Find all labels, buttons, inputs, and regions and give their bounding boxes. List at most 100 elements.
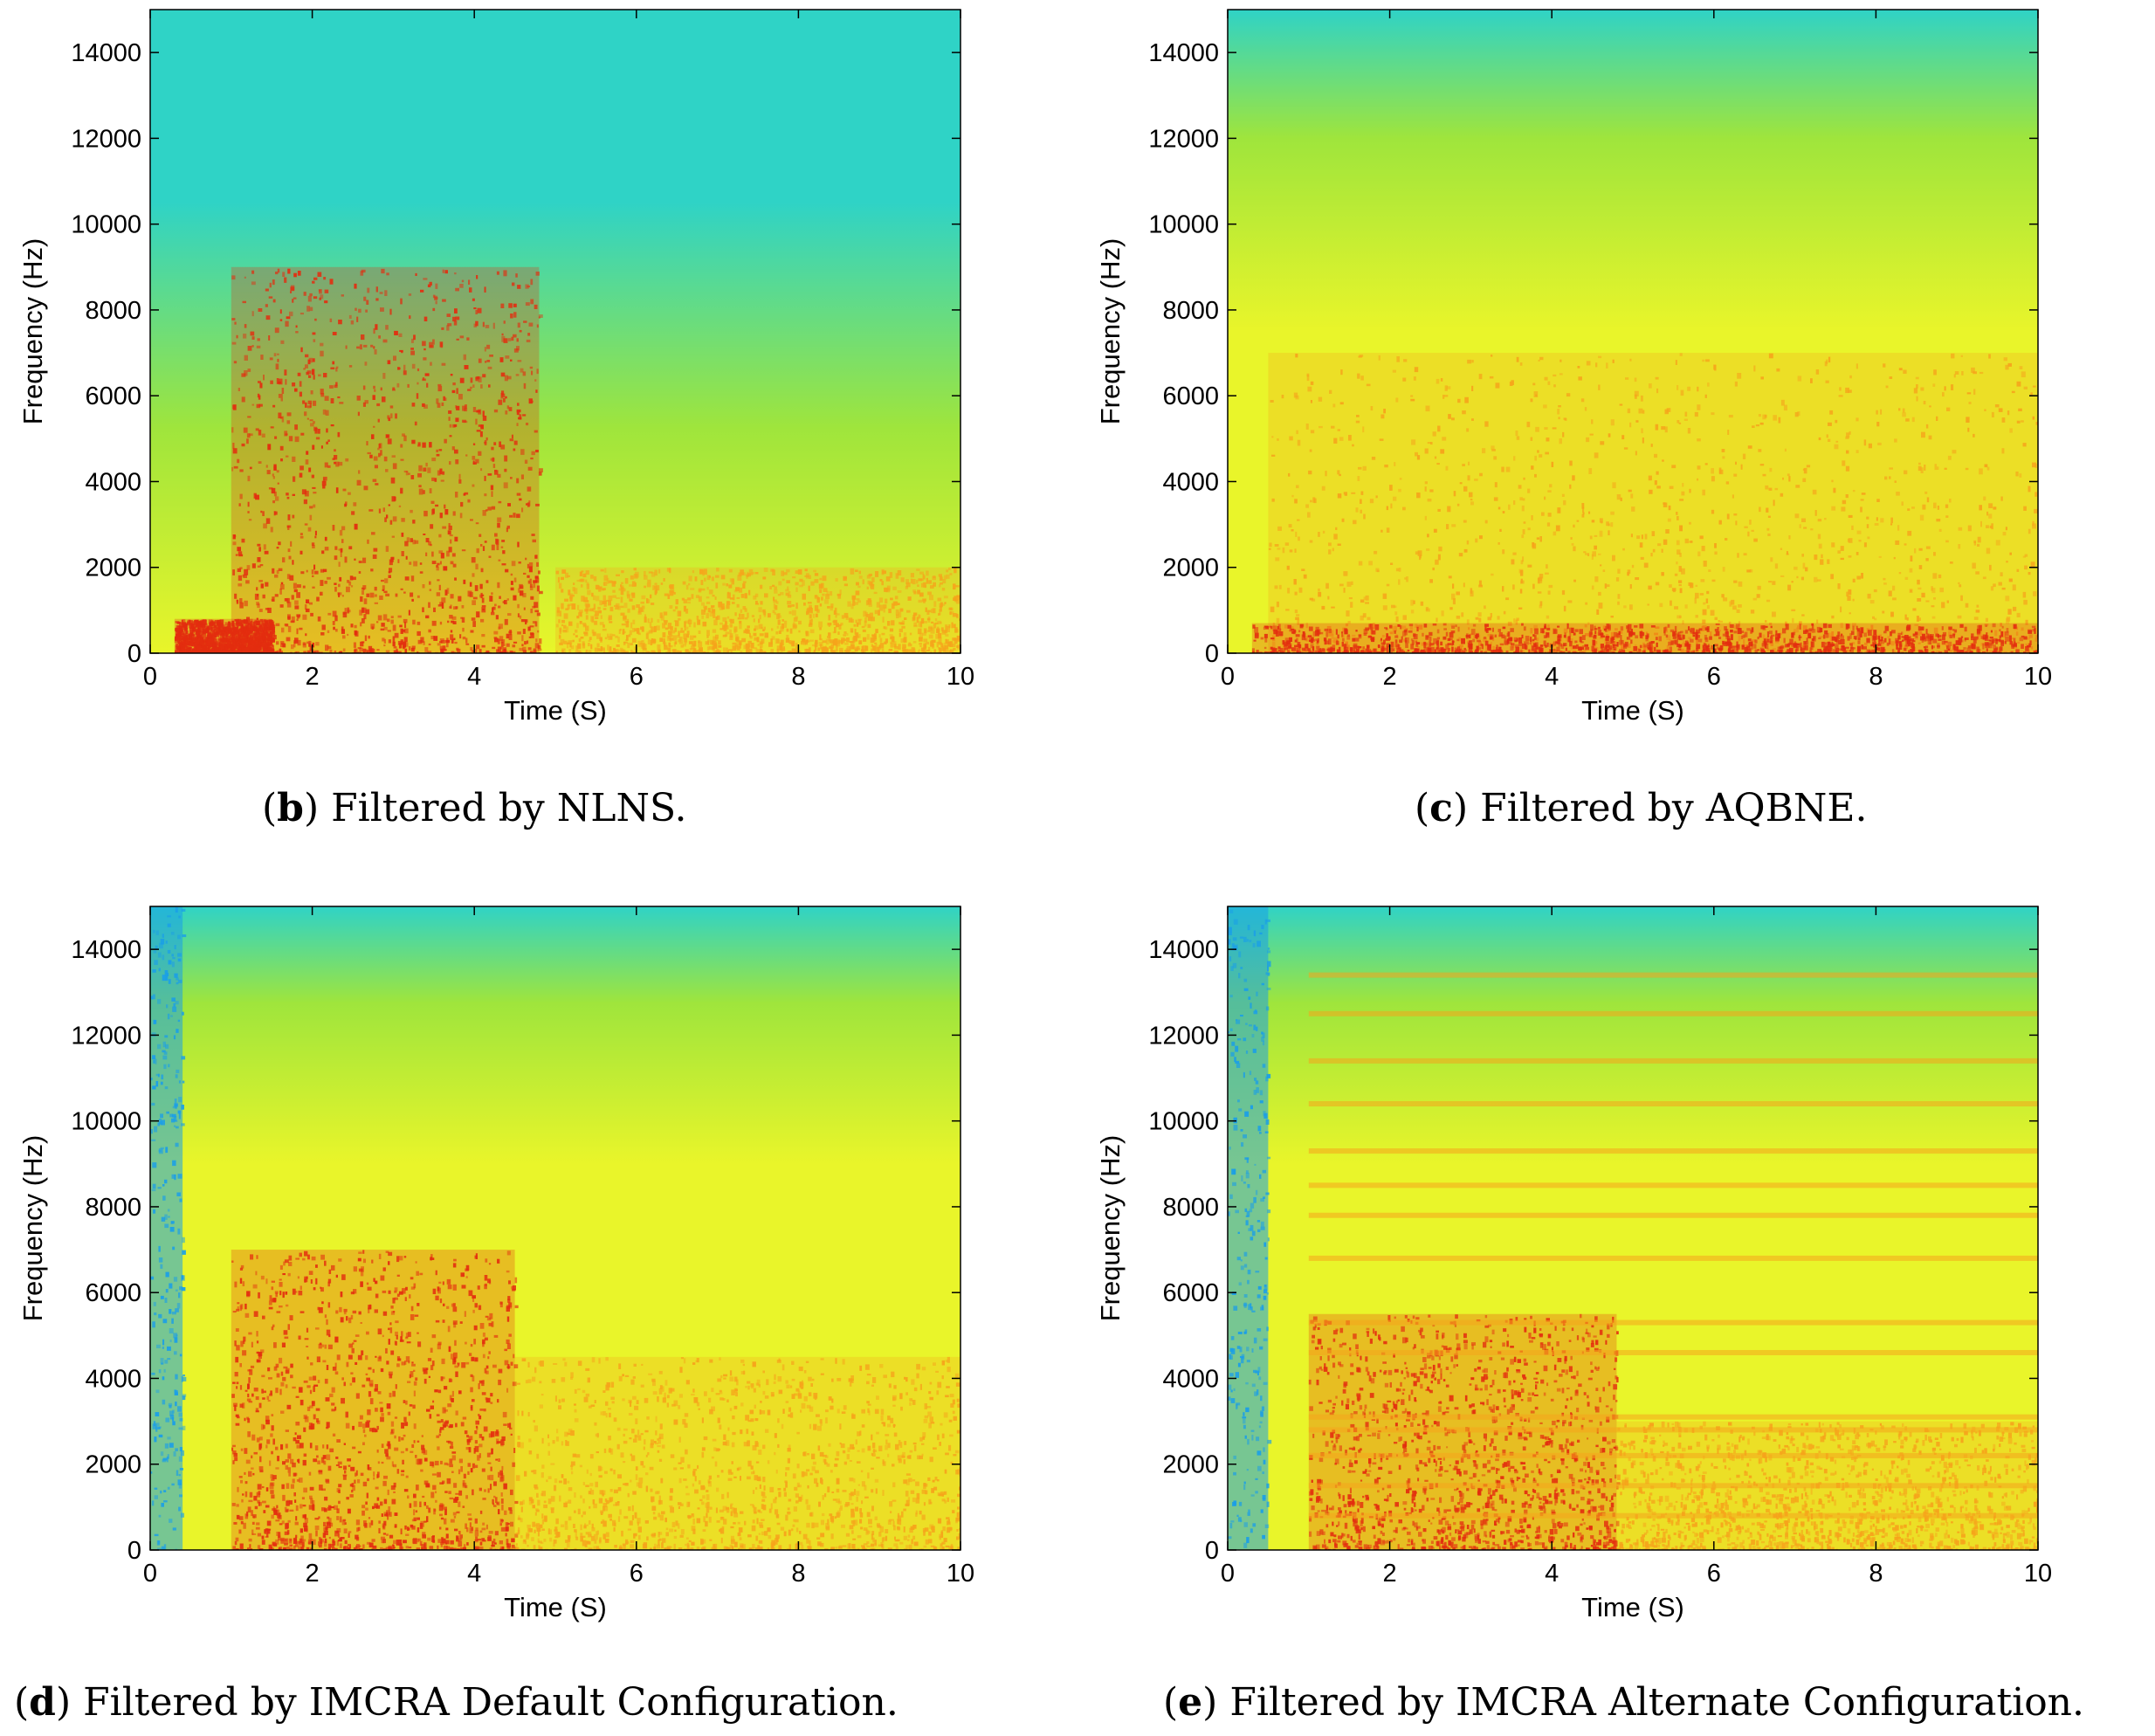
energy-region <box>231 266 543 653</box>
x-tick-label: 10 <box>947 663 974 691</box>
y-tick-label: 2000 <box>1162 1451 1219 1479</box>
x-tick-label: 6 <box>630 1560 644 1588</box>
axes-frame <box>149 906 961 1551</box>
x-tick-label: 6 <box>630 663 644 691</box>
y-tick-label: 14000 <box>1148 39 1219 67</box>
y-axis-label: Frequency (Hz) <box>1095 238 1126 425</box>
caption-text: Filtered by IMCRA Default Configuration. <box>83 1680 898 1725</box>
caption-d: (d) Filtered by IMCRA Default Configurat… <box>14 1680 898 1725</box>
y-tick-label: 12000 <box>71 125 141 153</box>
harmonic-band <box>1308 1483 2038 1489</box>
y-tick-label: 10000 <box>71 211 141 239</box>
energy-region <box>1251 623 2038 653</box>
y-tick-label: 0 <box>1205 640 1219 668</box>
y-tick-label: 14000 <box>71 39 141 67</box>
x-axis-label: Time (S) <box>504 1592 607 1622</box>
y-tick-label: 2000 <box>85 1451 141 1479</box>
spectrogram-background <box>150 906 960 1550</box>
x-tick-label: 6 <box>1707 1560 1721 1588</box>
x-tick-label: 6 <box>1707 663 1721 691</box>
y-tick-label: 2000 <box>85 555 141 582</box>
y-tick-label: 12000 <box>1148 125 1219 153</box>
harmonic-band <box>1308 1182 2038 1188</box>
x-tick-label: 0 <box>143 1560 157 1588</box>
panel-b: 0 2 4 6 8 10 0 2000 4000 6000 8000 10000 12000 14000 T… <box>0 0 1078 868</box>
harmonic-bands <box>1308 972 2038 1519</box>
harmonic-band <box>1308 1101 2038 1107</box>
y-tick-label: 12000 <box>1148 1022 1219 1050</box>
x-tick-label: 4 <box>1545 1560 1559 1588</box>
x-tick-label: 0 <box>1221 1560 1235 1588</box>
energy-region <box>1268 353 2038 653</box>
x-tick-label: 8 <box>791 1560 805 1588</box>
y-tick-label: 8000 <box>85 1194 141 1222</box>
harmonic-band <box>1308 1010 2038 1016</box>
harmonic-band <box>1308 1057 2038 1064</box>
spectrogram-chart-c: 0 2 4 6 8 10 0 2000 4000 6000 8000 10000 12000 14000 T… <box>1095 9 2052 726</box>
energy-region <box>1228 906 1272 1550</box>
y-tick-label: 4000 <box>85 468 141 496</box>
x-tick-label: 0 <box>1221 663 1235 691</box>
x-axis-label: Time (S) <box>504 695 607 726</box>
y-tick-label: 10000 <box>1148 211 1219 239</box>
x-tick-label: 8 <box>1869 1560 1883 1588</box>
harmonic-band <box>1308 1452 2038 1458</box>
harmonic-band <box>1308 1319 2038 1326</box>
x-tick-label: 2 <box>1383 663 1397 691</box>
y-tick-label: 10000 <box>71 1108 141 1136</box>
x-tick-label: 8 <box>1869 663 1883 691</box>
caption-e: (e) Filtered by IMCRA Alternate Configur… <box>1163 1680 2085 1725</box>
spectrogram-image <box>1228 10 2038 653</box>
x-tick-label: 4 <box>467 663 481 691</box>
spectrogram-background <box>150 10 960 653</box>
caption-letter: e <box>1178 1680 1203 1725</box>
energy-region <box>150 906 187 1550</box>
caption-text: Filtered by AQBNE. <box>1480 786 1868 830</box>
caption-letter: c <box>1429 786 1453 830</box>
x-tick-label: 10 <box>2024 663 2052 691</box>
harmonic-band <box>1308 1512 2038 1519</box>
harmonic-band <box>1308 1414 2038 1420</box>
y-tick-label: 6000 <box>1162 382 1219 410</box>
y-tick-label: 8000 <box>85 297 141 325</box>
y-tick-label: 0 <box>127 1537 141 1565</box>
harmonic-band <box>1308 1349 2038 1355</box>
y-tick-label: 6000 <box>85 1279 141 1307</box>
x-tick-label: 10 <box>2024 1560 2052 1588</box>
caption-letter: d <box>29 1680 56 1725</box>
y-tick-label: 8000 <box>1162 1194 1219 1222</box>
y-tick-label: 14000 <box>1148 936 1219 964</box>
spectrogram-chart-b: 0 2 4 6 8 10 0 2000 4000 6000 8000 10000 12000 14000 T… <box>17 9 974 726</box>
harmonic-band <box>1308 972 2038 978</box>
harmonic-band <box>1308 1148 2038 1154</box>
y-tick-label: 2000 <box>1162 555 1219 582</box>
y-axis-label: Frequency (Hz) <box>17 1135 48 1322</box>
x-tick-label: 4 <box>1545 663 1559 691</box>
spectrogram-image <box>150 10 960 653</box>
x-axis-label: Time (S) <box>1581 1592 1684 1622</box>
caption-text: Filtered by IMCRA Alternate Configuratio… <box>1229 1680 2085 1725</box>
panel-e: 0 2 4 6 8 10 0 2000 4000 6000 8000 10000 12000 14000 T… <box>1078 897 2155 1736</box>
spectrogram-chart-e: 0 2 4 6 8 10 0 2000 4000 6000 8000 10000 12000 14000 T… <box>1095 906 2052 1622</box>
energy-region <box>514 1356 960 1550</box>
x-axis-label: Time (S) <box>1581 695 1684 726</box>
y-tick-label: 4000 <box>85 1365 141 1393</box>
harmonic-band <box>1308 1212 2038 1218</box>
y-tick-label: 10000 <box>1148 1108 1219 1136</box>
y-tick-label: 4000 <box>1162 1365 1219 1393</box>
x-tick-label: 2 <box>1383 1560 1397 1588</box>
caption-letter: b <box>277 786 304 830</box>
caption-c: (c) Filtered by AQBNE. <box>1415 786 1868 830</box>
y-tick-label: 4000 <box>1162 468 1219 496</box>
y-tick-label: 6000 <box>85 382 141 410</box>
spectrogram-chart-d: 0 2 4 6 8 10 0 2000 4000 6000 8000 10000 12000 14000 T… <box>17 906 974 1622</box>
y-axis-label: Frequency (Hz) <box>17 238 48 425</box>
x-tick-label: 10 <box>947 1560 974 1588</box>
spectrogram-image <box>1228 906 2038 1550</box>
harmonic-band <box>1308 1255 2038 1261</box>
energy-region <box>1616 1421 2038 1550</box>
axes-frame <box>149 9 961 654</box>
caption-b: (b) Filtered by NLNS. <box>262 786 687 830</box>
spectrogram-image <box>150 906 960 1550</box>
spectrogram-background <box>1228 10 2038 653</box>
